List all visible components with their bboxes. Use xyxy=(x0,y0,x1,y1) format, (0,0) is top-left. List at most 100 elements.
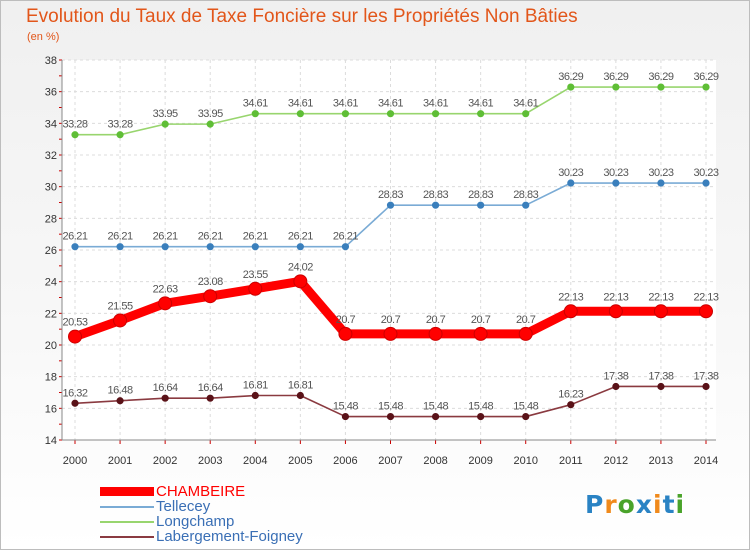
data-point-tellecey xyxy=(657,179,665,187)
x-tick-label: 2006 xyxy=(333,455,357,467)
data-label-longchamp: 33.28 xyxy=(62,119,87,131)
data-point-chambeire xyxy=(473,326,488,341)
data-point-longchamp xyxy=(341,110,350,118)
data-label-longchamp: 34.61 xyxy=(378,98,403,110)
legend-item-longchamp: Longchamp xyxy=(100,514,303,529)
data-label-longchamp: 34.61 xyxy=(288,98,313,110)
data-label-longchamp: 34.61 xyxy=(333,98,358,110)
data-point-tellecey xyxy=(702,179,710,187)
legend-label: Labergement-Foigney xyxy=(156,528,303,545)
data-label-labergement-foigney: 16.81 xyxy=(243,380,268,392)
data-point-labergement-foigney xyxy=(431,412,440,421)
data-label-tellecey: 26.21 xyxy=(153,231,178,243)
data-label-longchamp: 33.95 xyxy=(153,108,178,120)
legend-swatch xyxy=(100,487,154,496)
y-tick-label: 38 xyxy=(45,55,57,67)
x-tick-label: 2001 xyxy=(108,455,132,467)
data-point-labergement-foigney xyxy=(71,399,79,407)
data-label-longchamp: 34.61 xyxy=(468,98,493,110)
data-label-labergement-foigney: 16.81 xyxy=(288,380,313,392)
data-label-longchamp: 36.29 xyxy=(693,71,718,83)
data-point-chambeire xyxy=(293,274,308,289)
y-tick-label: 26 xyxy=(45,245,57,257)
data-label-chambeire: 23.08 xyxy=(198,276,223,288)
data-label-labergement-foigney: 16.23 xyxy=(558,389,583,401)
data-label-chambeire: 20.7 xyxy=(426,314,446,326)
data-label-chambeire: 22.13 xyxy=(693,291,718,303)
y-tick-label: 20 xyxy=(45,340,57,352)
y-tick-label: 16 xyxy=(45,403,57,415)
y-tick-label: 18 xyxy=(45,372,57,384)
data-point-chambeire xyxy=(608,304,623,319)
data-point-chambeire xyxy=(383,326,398,341)
data-point-tellecey xyxy=(161,243,169,251)
data-point-tellecey xyxy=(386,201,395,209)
x-tick-label: 2008 xyxy=(423,455,447,467)
data-point-tellecey xyxy=(431,201,440,209)
data-label-labergement-foigney: 15.48 xyxy=(378,401,403,413)
data-point-labergement-foigney xyxy=(522,412,530,421)
data-label-labergement-foigney: 17.38 xyxy=(693,370,718,382)
x-tick-label: 2009 xyxy=(468,455,492,467)
data-point-longchamp xyxy=(612,83,620,91)
data-label-longchamp: 34.61 xyxy=(243,98,268,110)
data-point-tellecey xyxy=(341,243,350,251)
data-label-chambeire: 20.7 xyxy=(381,314,401,326)
legend-item-labergement-foigney: Labergement-Foigney xyxy=(100,529,303,544)
data-label-tellecey: 30.23 xyxy=(558,167,583,179)
data-point-chambeire xyxy=(653,304,668,319)
data-point-labergement-foigney xyxy=(477,412,485,421)
x-tick-label: 2011 xyxy=(559,455,583,467)
data-point-longchamp xyxy=(522,110,530,118)
data-label-chambeire: 23.55 xyxy=(243,269,268,281)
data-point-chambeire xyxy=(699,304,713,319)
data-point-labergement-foigney xyxy=(386,412,395,421)
data-label-longchamp: 36.29 xyxy=(648,71,673,83)
data-label-labergement-foigney: 15.48 xyxy=(333,401,358,413)
data-label-tellecey: 28.83 xyxy=(423,189,448,201)
data-point-longchamp xyxy=(567,83,575,91)
data-label-tellecey: 26.21 xyxy=(243,231,268,243)
data-point-labergement-foigney xyxy=(657,382,665,391)
x-tick-label: 2013 xyxy=(649,455,673,467)
y-tick-label: 14 xyxy=(45,435,57,447)
data-label-longchamp: 36.29 xyxy=(558,71,583,83)
data-label-labergement-foigney: 17.38 xyxy=(603,370,628,382)
data-point-chambeire xyxy=(428,326,443,341)
data-label-chambeire: 22.63 xyxy=(153,283,178,295)
data-label-tellecey: 28.83 xyxy=(468,189,493,201)
data-point-chambeire xyxy=(563,304,578,319)
data-label-labergement-foigney: 16.64 xyxy=(198,382,223,394)
data-point-longchamp xyxy=(657,83,665,91)
data-point-tellecey xyxy=(296,243,304,251)
data-point-chambeire xyxy=(113,313,128,328)
data-label-labergement-foigney: 15.48 xyxy=(468,401,493,413)
data-point-chambeire xyxy=(158,296,173,311)
data-point-labergement-foigney xyxy=(161,394,169,402)
data-point-longchamp xyxy=(251,110,259,118)
data-point-labergement-foigney xyxy=(612,382,620,391)
data-label-labergement-foigney: 16.48 xyxy=(108,385,133,397)
data-label-tellecey: 26.21 xyxy=(62,231,87,243)
data-point-longchamp xyxy=(431,110,440,118)
data-point-tellecey xyxy=(477,201,485,209)
data-point-labergement-foigney xyxy=(567,401,575,409)
data-point-chambeire xyxy=(68,329,82,344)
data-point-tellecey xyxy=(251,243,259,251)
legend-label: Tellecey xyxy=(156,498,211,515)
legend-swatch xyxy=(100,535,154,538)
data-label-tellecey: 26.21 xyxy=(288,231,313,243)
data-label-labergement-foigney: 15.48 xyxy=(423,401,448,413)
data-point-labergement-foigney xyxy=(251,391,259,400)
x-tick-label: 2010 xyxy=(513,455,537,467)
data-point-longchamp xyxy=(161,120,169,128)
data-point-labergement-foigney xyxy=(296,391,304,400)
data-point-tellecey xyxy=(71,243,79,251)
y-tick-label: 24 xyxy=(45,277,57,289)
data-label-tellecey: 28.83 xyxy=(378,189,403,201)
data-point-chambeire xyxy=(518,326,533,341)
y-tick-label: 22 xyxy=(45,308,57,320)
data-label-tellecey: 28.83 xyxy=(513,189,538,201)
data-label-chambeire: 20.7 xyxy=(471,314,491,326)
